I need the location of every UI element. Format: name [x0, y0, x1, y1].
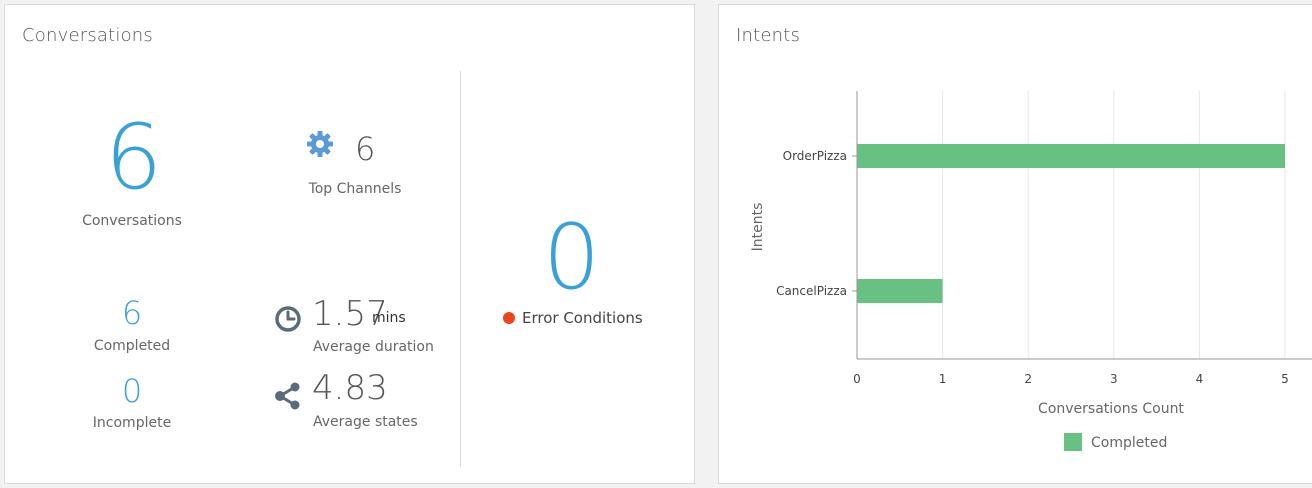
y-tick-OrderPizza: OrderPizza — [783, 149, 847, 163]
bar-OrderPizza[interactable] — [857, 144, 1285, 168]
average-duration-label: Average duration — [313, 339, 434, 355]
error-conditions-value: 0 — [543, 205, 601, 310]
intents-card-title: Intents — [736, 25, 801, 46]
legend-label-completed[interactable]: Completed — [1091, 435, 1167, 451]
average-states-label: Average states — [313, 414, 418, 430]
x-tick-1: 1 — [939, 372, 947, 386]
y-tick-CancelPizza: CancelPizza — [776, 284, 847, 298]
clock-icon — [275, 306, 301, 332]
average-duration-value: 1.57 — [312, 294, 388, 334]
x-tick-5: 5 — [1281, 372, 1289, 386]
conversations-total-value: 6 — [105, 105, 163, 210]
incomplete-value: 0 — [121, 372, 143, 410]
gear-icon — [307, 131, 333, 157]
completed-value: 6 — [121, 294, 143, 332]
legend-swatch-completed[interactable] — [1064, 433, 1082, 451]
conversations-card-title: Conversations — [22, 25, 153, 46]
top-channels-label: Top Channels — [308, 181, 402, 197]
conversations-card: Conversations 6 Conversations 6 Top Chan… — [4, 4, 695, 484]
incomplete-label: Incomplete — [92, 415, 172, 431]
average-duration-unit: mins — [372, 310, 406, 326]
x-tick-3: 3 — [1110, 372, 1118, 386]
section-divider — [460, 71, 461, 467]
share-nodes-icon — [275, 382, 300, 410]
top-channels-value: 6 — [355, 130, 376, 168]
completed-label: Completed — [93, 338, 171, 354]
average-states-value: 4.83 — [312, 368, 388, 408]
bar-CancelPizza[interactable] — [857, 279, 943, 303]
intents-bar-chart: 0 1 2 3 4 5 OrderPizza CancelPizza Conversations… — [750, 91, 1312, 451]
x-tick-4: 4 — [1196, 372, 1204, 386]
x-axis-title: Conversations Count — [1038, 401, 1184, 417]
x-tick-2: 2 — [1024, 372, 1032, 386]
y-axis-title: Intents — [750, 203, 766, 252]
x-tick-0: 0 — [853, 372, 861, 386]
conversations-total-label: Conversations — [82, 213, 182, 229]
intents-card: Intents 0 1 2 3 4 5 OrderPizza CancelPizza Conve… — [718, 4, 1312, 484]
error-conditions-label: Error Conditions — [522, 309, 643, 327]
error-status-dot — [503, 312, 515, 324]
